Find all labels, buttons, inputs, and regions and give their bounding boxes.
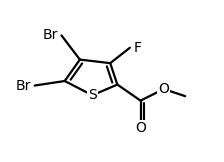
Text: O: O: [135, 121, 146, 135]
Text: F: F: [134, 41, 141, 55]
Text: Br: Br: [43, 29, 58, 42]
Text: Br: Br: [16, 79, 31, 93]
Text: S: S: [88, 88, 97, 102]
Text: O: O: [158, 82, 169, 96]
